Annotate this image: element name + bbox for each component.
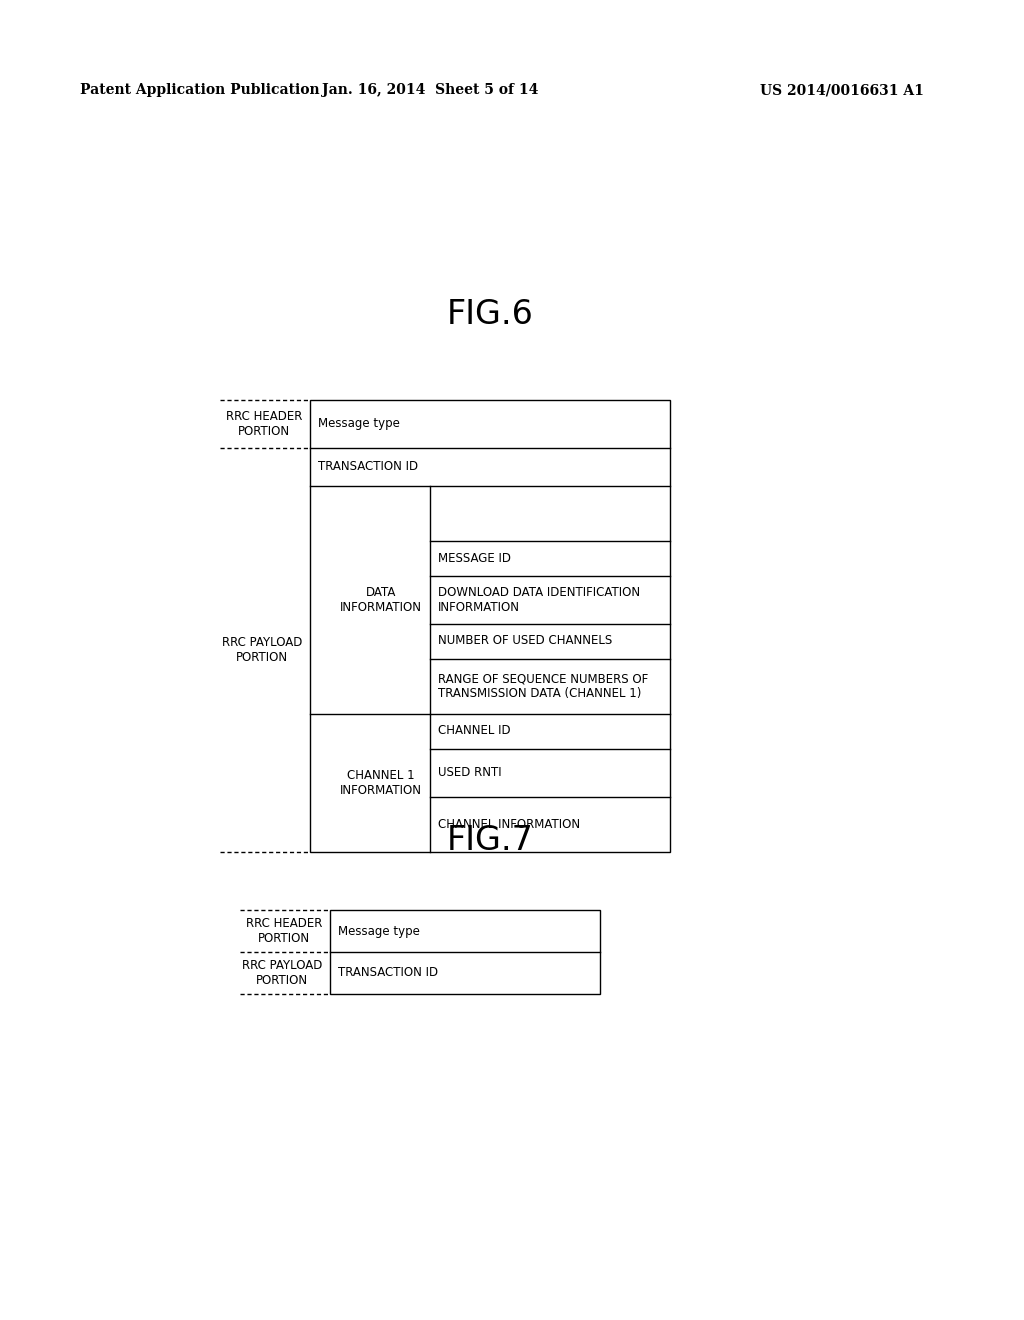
Text: RRC HEADER
PORTION: RRC HEADER PORTION — [246, 917, 322, 945]
Text: TRANSACTION ID: TRANSACTION ID — [338, 966, 438, 979]
Text: Message type: Message type — [338, 924, 420, 937]
Text: RRC HEADER
PORTION: RRC HEADER PORTION — [225, 411, 302, 438]
Text: CHANNEL 1
INFORMATION: CHANNEL 1 INFORMATION — [340, 770, 422, 797]
Text: CHANNEL INFORMATION: CHANNEL INFORMATION — [438, 817, 581, 830]
Text: FIG.6: FIG.6 — [446, 298, 534, 331]
Text: FIG.7: FIG.7 — [446, 824, 534, 857]
Text: US 2014/0016631 A1: US 2014/0016631 A1 — [760, 83, 924, 96]
Text: TRANSACTION ID: TRANSACTION ID — [318, 461, 418, 474]
Text: RRC PAYLOAD
PORTION: RRC PAYLOAD PORTION — [242, 960, 322, 987]
Text: Jan. 16, 2014  Sheet 5 of 14: Jan. 16, 2014 Sheet 5 of 14 — [322, 83, 539, 96]
Text: DATA
INFORMATION: DATA INFORMATION — [340, 586, 422, 614]
Text: DOWNLOAD DATA IDENTIFICATION
INFORMATION: DOWNLOAD DATA IDENTIFICATION INFORMATION — [438, 586, 640, 614]
Text: USED RNTI: USED RNTI — [438, 767, 502, 780]
Text: RRC PAYLOAD
PORTION: RRC PAYLOAD PORTION — [221, 636, 302, 664]
Text: Patent Application Publication: Patent Application Publication — [80, 83, 319, 96]
Text: NUMBER OF USED CHANNELS: NUMBER OF USED CHANNELS — [438, 635, 612, 648]
Text: MESSAGE ID: MESSAGE ID — [438, 552, 511, 565]
Text: Message type: Message type — [318, 417, 400, 430]
Text: CHANNEL ID: CHANNEL ID — [438, 725, 511, 738]
Text: RANGE OF SEQUENCE NUMBERS OF
TRANSMISSION DATA (CHANNEL 1): RANGE OF SEQUENCE NUMBERS OF TRANSMISSIO… — [438, 672, 648, 700]
